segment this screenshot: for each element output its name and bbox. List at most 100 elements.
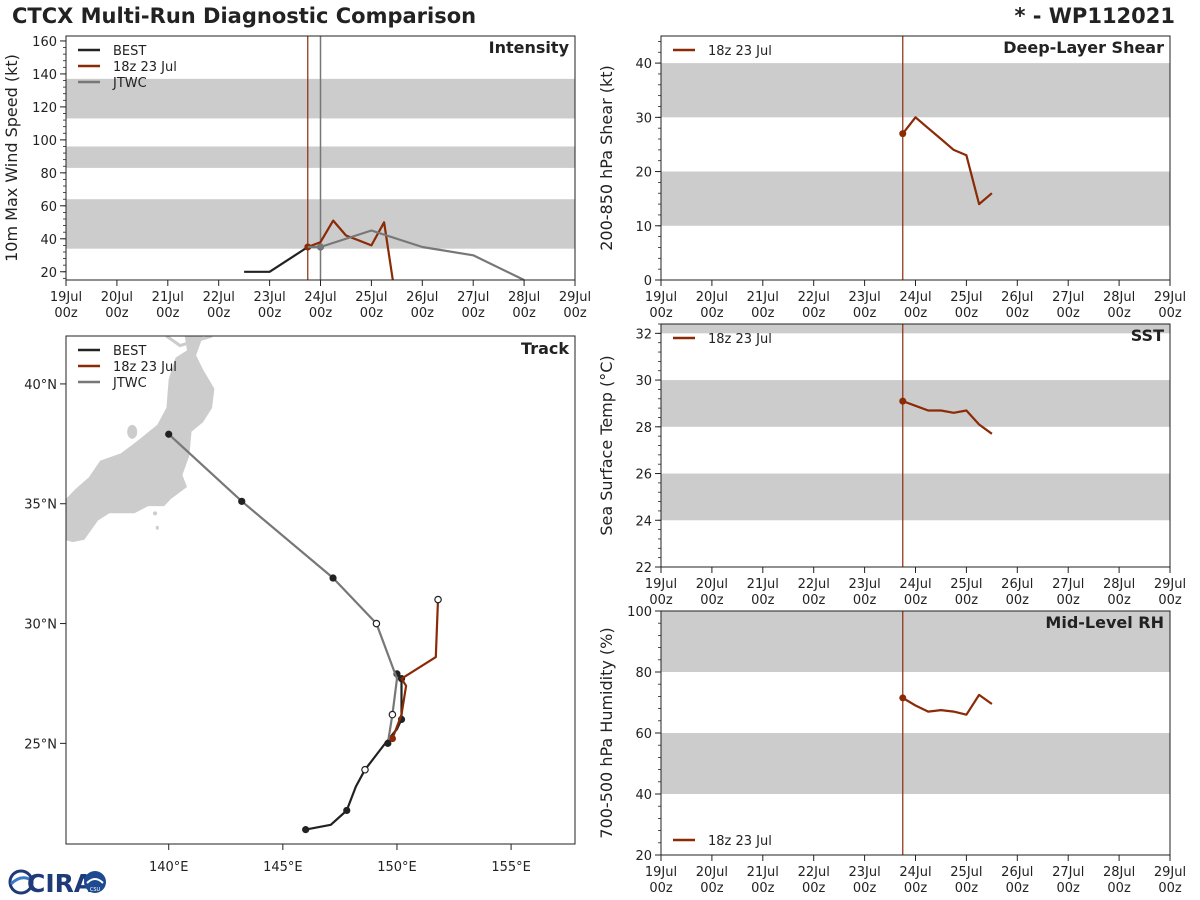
shear-x-tick-hour: 00z	[649, 306, 673, 321]
sst-x-tick-label: 24Jul	[899, 577, 931, 592]
rh-y-tick-label: 60	[635, 727, 652, 742]
rh-y-tick-label: 20	[635, 849, 652, 864]
rh-x-tick-hour: 00z	[904, 881, 928, 896]
intensity-panel-title: Intensity	[489, 38, 570, 57]
track-line-run	[391, 599, 440, 739]
rh-x-tick-hour: 00z	[955, 881, 979, 896]
intensity-x-tick-hour: 00z	[563, 306, 587, 321]
sst-point-run	[899, 397, 907, 405]
shear-x-tick-hour: 00z	[1006, 306, 1030, 321]
intensity-x-tick-hour: 00z	[54, 306, 78, 321]
sst-series-run	[902, 400, 993, 435]
rh-x-tick-label: 22Jul	[798, 865, 830, 880]
rh-y-axis-label: 700-500 hPa Humidity (%)	[597, 627, 616, 838]
shear-y-tick-label: 0	[644, 274, 652, 289]
shear-y-tick-label: 10	[635, 220, 652, 235]
track-x-tick-label: 145°E	[263, 860, 303, 875]
shear-legend-label-run: 18z 23 Jul	[708, 44, 772, 59]
sst-x-tick-label: 19Jul	[645, 577, 677, 592]
rh-x-tick-label: 21Jul	[747, 865, 779, 880]
shear-y-tick-label: 30	[635, 111, 652, 126]
rh-x-tick-label: 23Jul	[848, 865, 880, 880]
sst-y-tick-label: 28	[635, 421, 652, 436]
land-honshu	[66, 336, 215, 543]
sst-x-tick-label: 21Jul	[747, 577, 779, 592]
sst-y-tick-label: 30	[635, 374, 652, 389]
logo-seal-wave-icon	[86, 878, 104, 884]
track-point-run	[388, 734, 396, 743]
rh-x-tick-hour: 00z	[1158, 881, 1182, 896]
plots-layer: 2040608010012014016019Jul00z20Jul00z21Ju…	[2, 35, 1186, 896]
intensity-x-tick-label: 26Jul	[406, 290, 438, 305]
land-sado	[127, 424, 138, 439]
sst-band	[661, 473, 1170, 521]
shear-x-tick-hour: 00z	[1158, 306, 1182, 321]
sst-y-tick-label: 26	[635, 468, 652, 483]
track-x-tick-label: 155°E	[491, 860, 531, 875]
rh-point-run	[899, 694, 907, 702]
shear-x-tick-label: 21Jul	[747, 290, 779, 305]
shear-x-tick-label: 22Jul	[798, 290, 830, 305]
logo-text: CIRA	[27, 869, 94, 898]
intensity-legend-label-best: BEST	[113, 44, 146, 59]
intensity-point-run	[304, 243, 312, 251]
rh-x-tick-hour: 00z	[1057, 881, 1081, 896]
sst-x-tick-label: 28Jul	[1103, 577, 1135, 592]
rh-band	[661, 611, 1170, 672]
shear-x-tick-hour: 00z	[1107, 306, 1131, 321]
intensity-x-tick-label: 19Jul	[50, 290, 82, 305]
shear-x-tick-label: 25Jul	[950, 290, 982, 305]
rh-x-tick-hour: 00z	[1006, 881, 1030, 896]
sst-x-tick-hour: 00z	[1158, 593, 1182, 608]
track-y-tick-label: 30°N	[24, 618, 57, 633]
intensity-x-tick-label: 23Jul	[253, 290, 285, 305]
land-izu-islands	[155, 525, 159, 530]
track-point-jtwc	[238, 497, 246, 505]
rh-x-tick-label: 25Jul	[950, 865, 982, 880]
intensity-x-tick-hour: 00z	[105, 306, 129, 321]
land-hokkaido	[165, 336, 213, 348]
shear-x-tick-label: 29Jul	[1154, 290, 1186, 305]
shear-band	[661, 171, 1170, 226]
track-point-jtwc	[329, 574, 337, 582]
rh-x-tick-hour: 00z	[802, 881, 826, 896]
intensity-legend-label-jtwc: JTWC	[112, 76, 147, 91]
shear-x-tick-hour: 00z	[700, 306, 724, 321]
shear-x-tick-hour: 00z	[955, 306, 979, 321]
intensity-x-tick-label: 27Jul	[457, 290, 489, 305]
rh-x-tick-label: 29Jul	[1154, 865, 1186, 880]
track-point-jtwc	[384, 739, 392, 747]
track-y-tick-label: 35°N	[24, 498, 57, 513]
rh-x-tick-hour: 00z	[1107, 881, 1131, 896]
track-map-area	[66, 336, 442, 834]
rh-y-tick-label: 40	[635, 788, 652, 803]
shear-x-tick-hour: 00z	[802, 306, 826, 321]
logo-swoosh-icon	[9, 876, 32, 886]
rh-series-run	[902, 693, 993, 716]
intensity-y-tick-label: 40	[40, 233, 57, 248]
intensity-series-run	[307, 219, 394, 281]
shear-x-tick-hour: 00z	[1057, 306, 1081, 321]
intensity-x-tick-label: 20Jul	[101, 290, 133, 305]
shear-x-tick-hour: 00z	[904, 306, 928, 321]
rh-x-tick-label: 28Jul	[1103, 865, 1135, 880]
rh-legend-label-run: 18z 23 Jul	[708, 834, 772, 849]
rh-y-tick-label: 100	[627, 605, 652, 620]
sst-x-tick-hour: 00z	[700, 593, 724, 608]
track-point-open-jtwc	[372, 619, 381, 628]
track-legend-label-best: BEST	[113, 344, 146, 359]
shear-x-tick-hour: 00z	[853, 306, 877, 321]
shear-y-tick-label: 40	[635, 57, 652, 72]
intensity-x-tick-label: 21Jul	[152, 290, 184, 305]
sst-x-tick-hour: 00z	[751, 593, 775, 608]
rh-x-tick-hour: 00z	[853, 881, 877, 896]
sst-band	[661, 380, 1170, 427]
track-point-jtwc	[165, 430, 173, 438]
intensity-x-tick-hour: 00z	[207, 306, 231, 321]
rh-panel-title: Mid-Level RH	[1045, 613, 1164, 632]
track-x-tick-label: 140°E	[149, 860, 189, 875]
track-point-best	[343, 806, 351, 815]
shear-band	[661, 63, 1170, 118]
track-x-tick-label: 150°E	[377, 860, 417, 875]
